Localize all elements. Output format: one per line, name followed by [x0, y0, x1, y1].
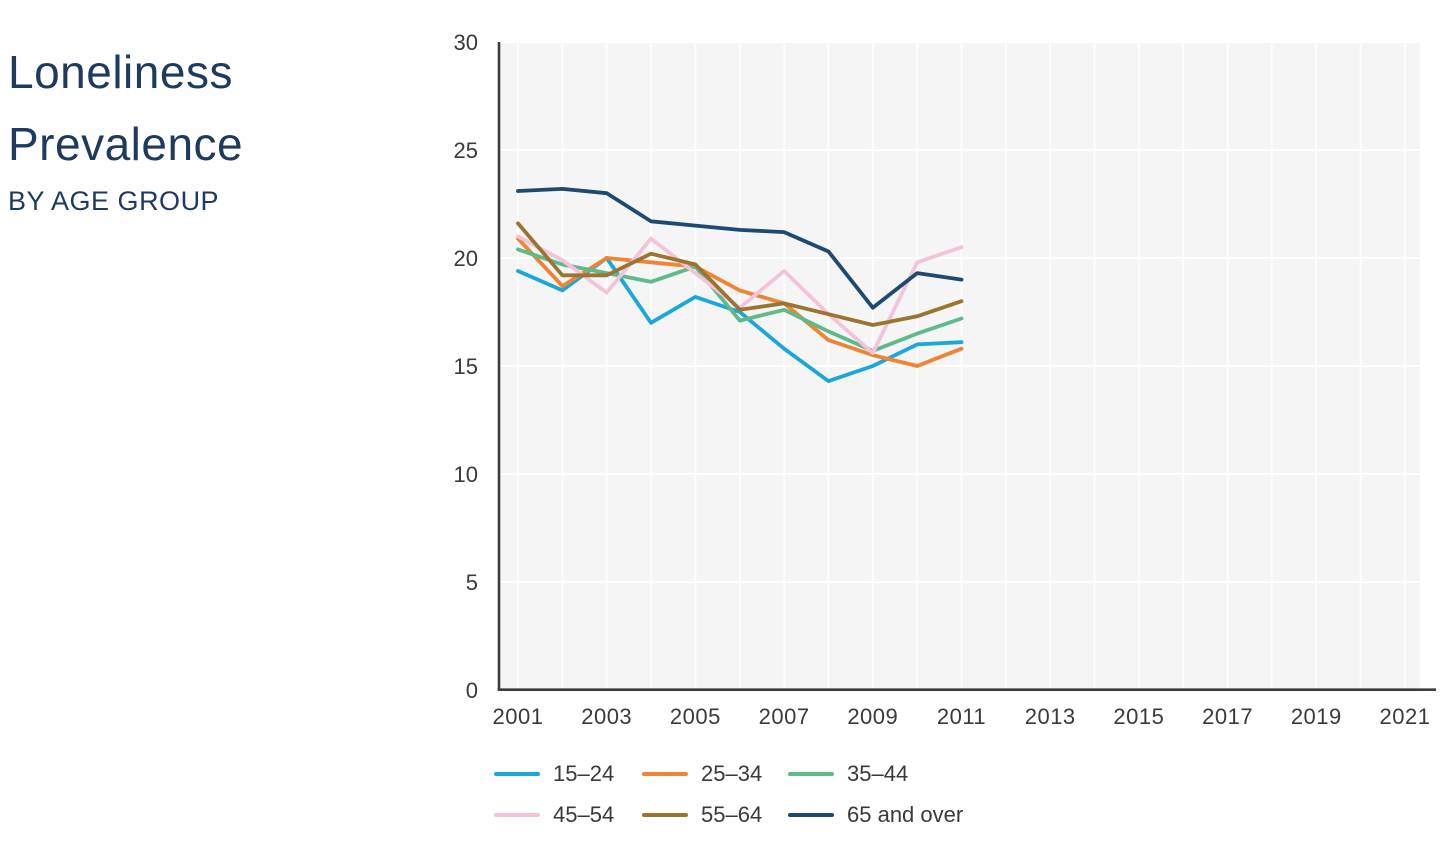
- legend-label: 35–44: [847, 761, 909, 786]
- legend-swatch: [642, 813, 688, 817]
- legend-swatch: [494, 772, 540, 776]
- series-line-25-34: [516, 236, 964, 368]
- legend-label: 65 and over: [847, 802, 964, 827]
- page-subtitle: BY AGE GROUP: [8, 186, 220, 216]
- legend-row: 15–24 25–34 35–44: [494, 756, 1094, 792]
- legend-item-25-34: 25–34: [642, 761, 788, 787]
- y-tick-label: 30: [454, 30, 478, 55]
- y-tick-label: 15: [454, 354, 478, 379]
- x-tick-label: 2005: [670, 704, 721, 729]
- legend-item-45-54: 45–54: [494, 802, 642, 828]
- y-tick-label: 5: [466, 570, 478, 595]
- y-tick-label: 25: [454, 138, 478, 163]
- x-tick-label: 2009: [847, 704, 898, 729]
- legend-item-55-64: 55–64: [642, 802, 788, 828]
- legend-swatch: [788, 772, 834, 776]
- x-tick-label: 2011: [937, 704, 986, 729]
- legend-item-15-24: 15–24: [494, 761, 642, 787]
- y-tick-label: 0: [466, 678, 478, 703]
- legend-label: 55–64: [701, 802, 763, 827]
- legend-item-65-and-over: 65 and over: [788, 802, 1094, 828]
- x-tick-label: 2007: [759, 704, 810, 729]
- legend-label: 25–34: [701, 761, 763, 786]
- legend-swatch: [494, 813, 540, 817]
- legend-row: 45–54 55–64 65 and over: [494, 797, 1094, 833]
- series-line-55-64: [516, 221, 964, 327]
- x-tick-label: 2017: [1202, 704, 1253, 729]
- y-tick-label: 10: [454, 462, 478, 487]
- chart-legend: 15–24 25–34 35–44 45–54 55–64 65 and over: [494, 756, 1094, 833]
- series-line-35-44: [516, 247, 964, 353]
- legend-label: 45–54: [553, 802, 615, 827]
- legend-swatch: [788, 813, 834, 817]
- chart-title-block: Loneliness Prevalence BY AGE GROUP: [8, 36, 408, 218]
- x-tick-label: 2001: [493, 704, 544, 729]
- legend-label: 15–24: [553, 761, 615, 786]
- x-tick-label: 2021: [1380, 704, 1431, 729]
- series-line-65-and-over: [516, 186, 964, 310]
- x-tick-label: 2019: [1291, 704, 1342, 729]
- page-title-line2: Prevalence: [8, 118, 244, 170]
- y-tick-label: 20: [454, 246, 478, 271]
- legend-swatch: [642, 772, 688, 776]
- x-tick-label: 2013: [1025, 704, 1076, 729]
- x-tick-label: 2015: [1113, 704, 1164, 729]
- x-tick-label: 2003: [581, 704, 632, 729]
- page-title-line1: Loneliness: [8, 46, 233, 98]
- legend-item-35-44: 35–44: [788, 761, 1094, 787]
